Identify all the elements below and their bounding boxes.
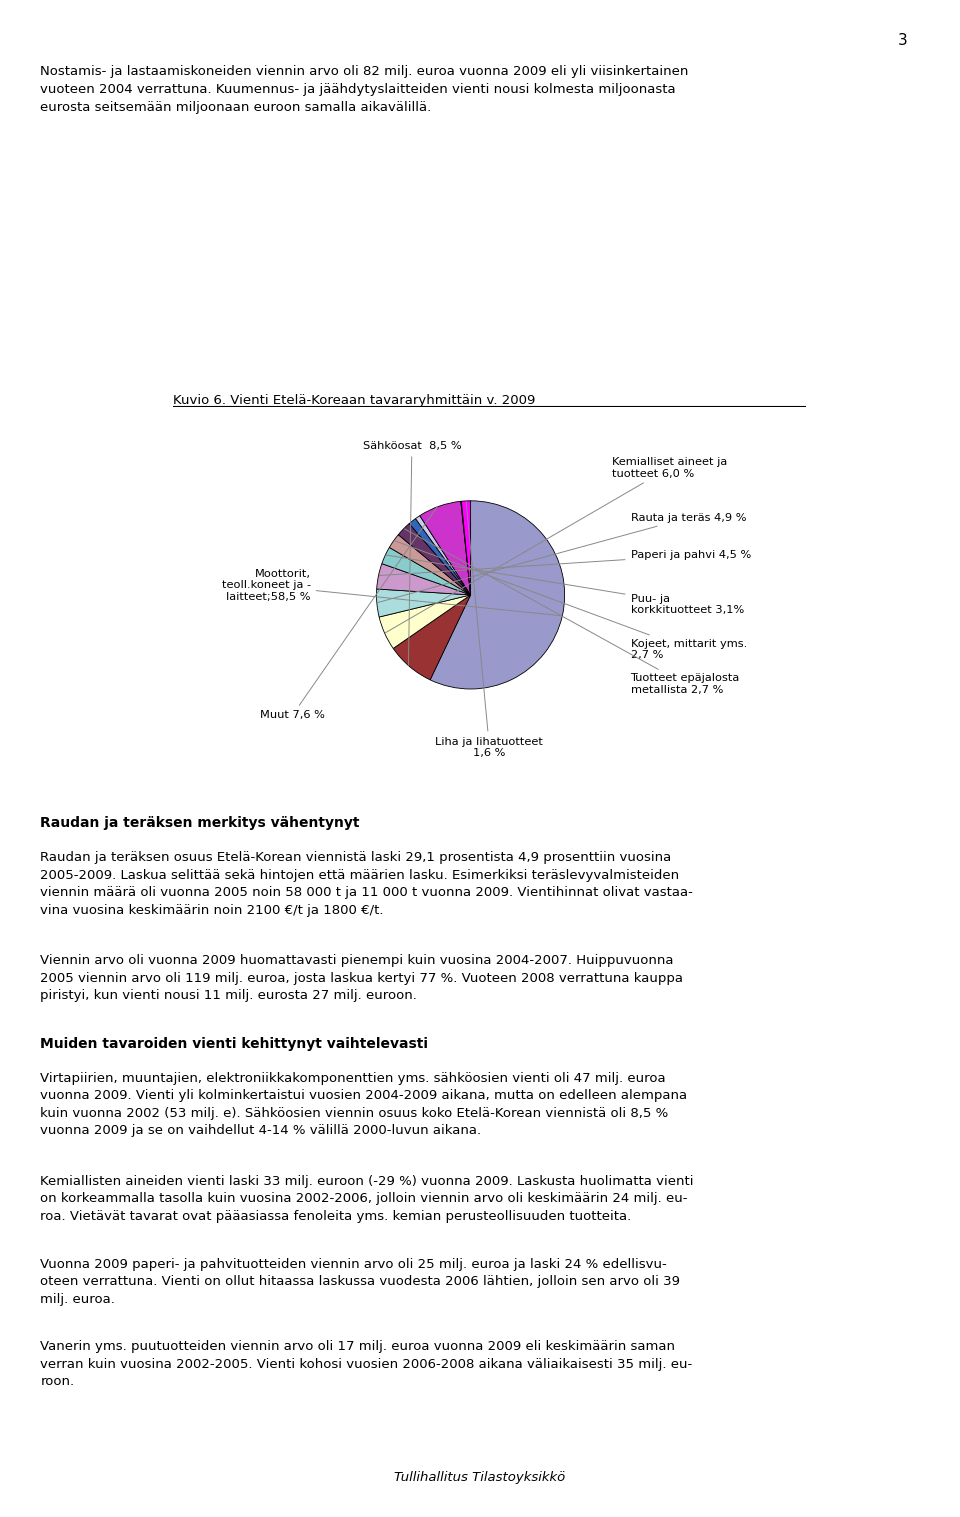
Wedge shape — [376, 564, 470, 595]
Text: Vanerin yms. puutuotteiden viennin arvo oli 17 milj. euroa vuonna 2009 eli keski: Vanerin yms. puutuotteiden viennin arvo … — [40, 1341, 692, 1388]
Wedge shape — [379, 595, 470, 648]
Text: Puu- ja
korkkituotteet 3,1%: Puu- ja korkkituotteet 3,1% — [386, 555, 744, 614]
Text: Muiden tavaroiden vienti kehittynyt vaihtelevasti: Muiden tavaroiden vienti kehittynyt vaih… — [40, 1038, 428, 1051]
Text: Rauta ja teräs 4,9 %: Rauta ja teräs 4,9 % — [377, 513, 746, 602]
Wedge shape — [382, 548, 470, 595]
Wedge shape — [462, 501, 470, 595]
Text: Nostamis- ja lastaamiskoneiden viennin arvo oli 82 milj. euroa vuonna 2009 eli y: Nostamis- ja lastaamiskoneiden viennin a… — [40, 65, 688, 114]
Wedge shape — [376, 589, 470, 617]
Text: 3: 3 — [898, 33, 907, 49]
Text: Kuvio 6. Vienti Etelä-Koreaan tavararyhmittäin v. 2009: Kuvio 6. Vienti Etelä-Koreaan tavararyhm… — [173, 394, 535, 408]
Text: Raudan ja teräksen merkitys vähentynyt: Raudan ja teräksen merkitys vähentynyt — [40, 816, 360, 830]
Wedge shape — [430, 501, 564, 689]
Wedge shape — [398, 523, 470, 595]
Text: Kemialliset aineet ja
tuotteet 6,0 %: Kemialliset aineet ja tuotteet 6,0 % — [385, 457, 727, 633]
Text: Kemiallisten aineiden vienti laski 33 milj. euroon (-29 %) vuonna 2009. Laskusta: Kemiallisten aineiden vienti laski 33 mi… — [40, 1176, 694, 1223]
Wedge shape — [416, 516, 470, 595]
Text: Tuotteet epäjalosta
metallista 2,7 %: Tuotteet epäjalosta metallista 2,7 % — [404, 529, 740, 695]
Text: Liha ja lihatuotteet
1,6 %: Liha ja lihatuotteet 1,6 % — [436, 502, 543, 758]
Wedge shape — [461, 501, 470, 595]
Text: Raudan ja teräksen osuus Etelä-Korean viennistä laski 29,1 prosentista 4,9 prose: Raudan ja teräksen osuus Etelä-Korean vi… — [40, 851, 693, 916]
Text: Vuonna 2009 paperi- ja pahvituotteiden viennin arvo oli 25 milj. euroa ja laski : Vuonna 2009 paperi- ja pahvituotteiden v… — [40, 1258, 681, 1306]
Wedge shape — [390, 534, 470, 595]
Text: Viennin arvo oli vuonna 2009 huomattavasti pienempi kuin vuosina 2004-2007. Huip: Viennin arvo oli vuonna 2009 huomattavas… — [40, 954, 684, 1003]
Wedge shape — [420, 501, 470, 595]
Text: Tullihallitus Tilastoyksikkö: Tullihallitus Tilastoyksikkö — [395, 1470, 565, 1484]
Text: Moottorit,
teoll.koneet ja -
laitteet;58,5 %: Moottorit, teoll.koneet ja - laitteet;58… — [222, 569, 562, 616]
Text: Sähköosat  8,5 %: Sähköosat 8,5 % — [363, 441, 461, 666]
Text: Virtapiirien, muuntajien, elektroniikkakomponenttien yms. sähköosien vienti oli : Virtapiirien, muuntajien, elektroniikkak… — [40, 1073, 687, 1138]
Text: Kojeet, mittarit yms.
2,7 %: Kojeet, mittarit yms. 2,7 % — [395, 540, 747, 660]
Text: Paperi ja pahvi 4,5 %: Paperi ja pahvi 4,5 % — [379, 551, 751, 575]
Text: Muut 7,6 %: Muut 7,6 % — [260, 507, 437, 721]
Wedge shape — [409, 519, 470, 595]
Wedge shape — [394, 595, 470, 680]
